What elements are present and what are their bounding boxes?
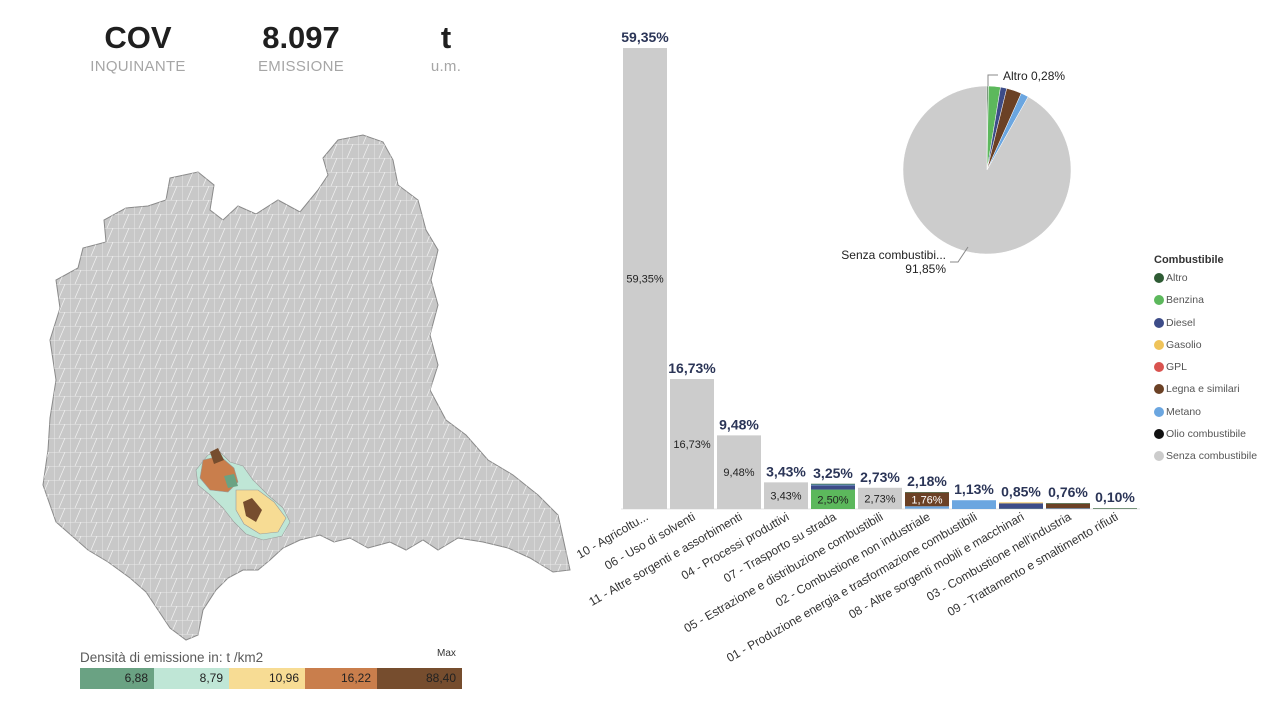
municipality-borders (43, 135, 570, 640)
fuel-legend-label: Benzina (1166, 294, 1204, 307)
bar-segment-10-metano[interactable] (1046, 508, 1090, 509)
bar-total-label-8: 1,13% (954, 481, 994, 497)
fuel-legend-item-benzina[interactable]: Benzina (1154, 294, 1274, 316)
bar-total-label-9: 0,85% (1001, 483, 1041, 499)
legend-dot-icon (1154, 317, 1164, 328)
bar-segment-2-senza-combustibile[interactable] (670, 379, 714, 509)
bar-segment-label-2: 16,73% (673, 439, 711, 451)
bar-segment-5-benzina[interactable] (811, 489, 855, 509)
bar-segment-label-6: 2,73% (864, 493, 895, 505)
legend-dot-icon (1154, 339, 1164, 350)
region-map[interactable] (38, 130, 578, 645)
bar-segment-label-7: 1,76% (911, 494, 942, 506)
bar-segment-9-gasolio[interactable] (999, 502, 1043, 504)
legend-dot-icon (1154, 273, 1164, 283)
kpi-pollutant: COV INQUINANTE (63, 18, 213, 75)
bar-total-label-10: 0,76% (1048, 484, 1088, 500)
density-legend-segment-3[interactable]: 10,96 (229, 668, 305, 689)
legend-dot-icon (1154, 429, 1164, 440)
fuel-legend-item-diesel[interactable]: Diesel (1154, 317, 1274, 339)
density-legend-segment-4[interactable]: 16,22 (305, 668, 377, 689)
bar-total-label-4: 3,43% (766, 463, 806, 479)
legend-dot-icon (1154, 384, 1164, 395)
bar-segment-4-senza-combustibile[interactable] (764, 482, 808, 509)
fuel-legend-label: Metano (1166, 405, 1202, 418)
fuel-legend-label: Gasolio (1166, 338, 1202, 351)
kpi-unit-value: t (440, 20, 452, 55)
legend-dot-icon (1154, 451, 1164, 462)
bar-total-label-3: 9,48% (719, 416, 759, 432)
bar-segment-6-senza-combustibile[interactable] (858, 487, 902, 509)
bar-segment-label-5: 2,50% (817, 494, 848, 506)
bar-total-label-2: 16,73% (668, 360, 716, 376)
kpi-emission: 8.097 EMISSIONE (226, 18, 376, 75)
bar-total-label-6: 2,73% (860, 469, 900, 485)
density-legend-title: Densità di emissione in: t /km2 (80, 650, 264, 665)
bar-total-label-7: 2,18% (907, 473, 947, 489)
bar-segment-label-1: 59,35% (626, 274, 664, 286)
bar-segment-7-altro[interactable] (905, 492, 949, 493)
bar-total-label-11: 0,10% (1095, 489, 1135, 505)
kpi-unit: t u.m. (371, 18, 521, 75)
highlighted-municipalities[interactable] (195, 448, 291, 541)
fuel-legend-item-legna-e-similari[interactable]: Legna e similari (1154, 383, 1274, 405)
density-legend-segment-2[interactable]: 8,79 (154, 668, 229, 689)
pie-slice-senza-combustibile[interactable] (902, 85, 1072, 255)
bar-segment-10-altro[interactable] (1046, 503, 1090, 504)
fuel-legend-label: Senza combustibile (1166, 450, 1258, 463)
kpi-unit-label: u.m. (430, 58, 462, 75)
kpi-emission-label: EMISSIONE (257, 58, 345, 75)
density-legend-segment-1[interactable]: 6,88 (80, 668, 154, 689)
density-legend-max-label: Max (437, 648, 456, 659)
bar-segment-5-diesel[interactable] (811, 485, 855, 490)
bar-total-label-1: 59,35% (621, 29, 669, 45)
fuel-legend-item-gpl[interactable]: GPL (1154, 361, 1274, 383)
bar-segment-5-altro[interactable] (811, 483, 855, 485)
bar-total-label-5: 3,25% (813, 465, 853, 481)
bar-segment-7-metano[interactable] (905, 506, 949, 509)
legend-dot-icon (1154, 406, 1164, 417)
kpi-pollutant-label: INQUINANTE (90, 58, 186, 75)
bar-segment-3-senza-combustibile[interactable] (717, 435, 761, 509)
bar-segment-7-legna-e-similari[interactable] (905, 492, 949, 507)
legend-dot-icon (1154, 362, 1164, 373)
bar-segment-5-metano[interactable] (811, 484, 855, 486)
legend-dot-icon (1154, 295, 1164, 306)
fuel-legend: Combustibile Altro Benzina Diesel Gasolio GP… (1154, 254, 1274, 473)
bar-segment-8-metano[interactable] (952, 500, 996, 509)
fuel-legend-item-olio-combustibile[interactable]: Olio combustibile (1154, 428, 1274, 450)
bar-segment-9-diesel[interactable] (999, 503, 1043, 509)
bar-segment-label-3: 9,48% (723, 467, 754, 479)
density-legend-segment-5[interactable]: 88,40 (377, 668, 462, 689)
bar-segment-label-4: 3,43% (770, 491, 801, 503)
bar-segment-10-legna-e-similari[interactable] (1046, 503, 1090, 509)
fuel-legend-title: Combustibile (1154, 254, 1224, 266)
bar-segment-1-senza-combustibile[interactable] (623, 48, 667, 509)
bar-segment-11-altro[interactable] (1093, 508, 1137, 509)
fuel-legend-label: GPL (1166, 361, 1188, 374)
density-legend-bar: 6,88 8,79 10,96 16,22 88,40 (80, 668, 462, 689)
fuel-legend-label: Legna e similari (1166, 383, 1240, 396)
fuel-legend-label: Altro (1166, 272, 1188, 284)
fuel-legend-item-metano[interactable]: Metano (1154, 406, 1274, 428)
kpi-pollutant-value: COV (104, 20, 172, 55)
fuel-legend-label: Olio combustibile (1166, 428, 1246, 441)
density-legend: Densità di emissione in: t /km2 Max 6,88… (80, 646, 462, 692)
fuel-legend-label: Diesel (1166, 316, 1196, 329)
fuel-legend-item-senza-combustibile[interactable]: Senza combustibile (1154, 450, 1274, 472)
fuel-legend-item-gasolio[interactable]: Gasolio (1154, 339, 1274, 361)
fuel-legend-item-altro[interactable]: Altro (1154, 272, 1274, 294)
kpi-emission-value: 8.097 (262, 20, 340, 55)
